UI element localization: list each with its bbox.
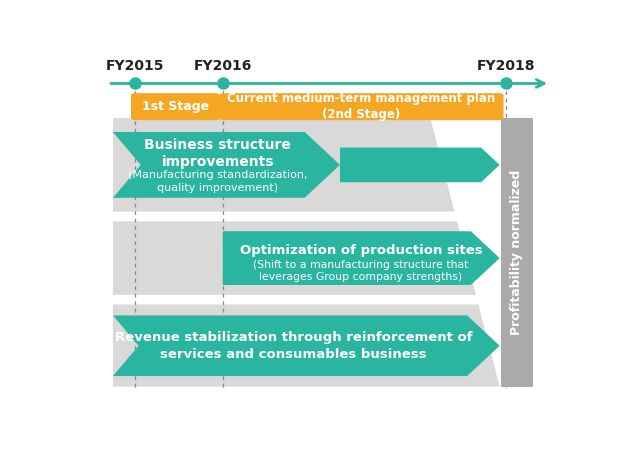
Text: Current medium-term management plan
(2nd Stage): Current medium-term management plan (2nd… [227, 92, 495, 122]
Text: (Shift to a manufacturing structure that
leverages Group company strengths): (Shift to a manufacturing structure that… [253, 260, 469, 283]
FancyBboxPatch shape [131, 93, 219, 120]
Polygon shape [113, 132, 340, 198]
Polygon shape [113, 315, 500, 376]
Text: FY2015: FY2015 [106, 59, 164, 73]
Text: 1st Stage: 1st Stage [142, 100, 209, 113]
Text: Business structure
improvements: Business structure improvements [144, 138, 291, 170]
Text: FY2018: FY2018 [477, 59, 536, 73]
Text: (Manufacturing standardization,
quality improvement): (Manufacturing standardization, quality … [128, 170, 307, 193]
Text: Optimization of production sites: Optimization of production sites [239, 244, 483, 257]
Polygon shape [113, 221, 476, 295]
Bar [501, 118, 533, 387]
Polygon shape [113, 305, 500, 387]
Polygon shape [340, 148, 500, 182]
Polygon shape [223, 231, 500, 285]
FancyBboxPatch shape [219, 93, 503, 120]
Text: Profitability normalized: Profitability normalized [510, 170, 524, 335]
Text: Revenue stabilization through reinforcement of
services and consumables business: Revenue stabilization through reinforcem… [115, 331, 472, 361]
Text: FY2016: FY2016 [193, 59, 252, 73]
Polygon shape [113, 118, 454, 212]
